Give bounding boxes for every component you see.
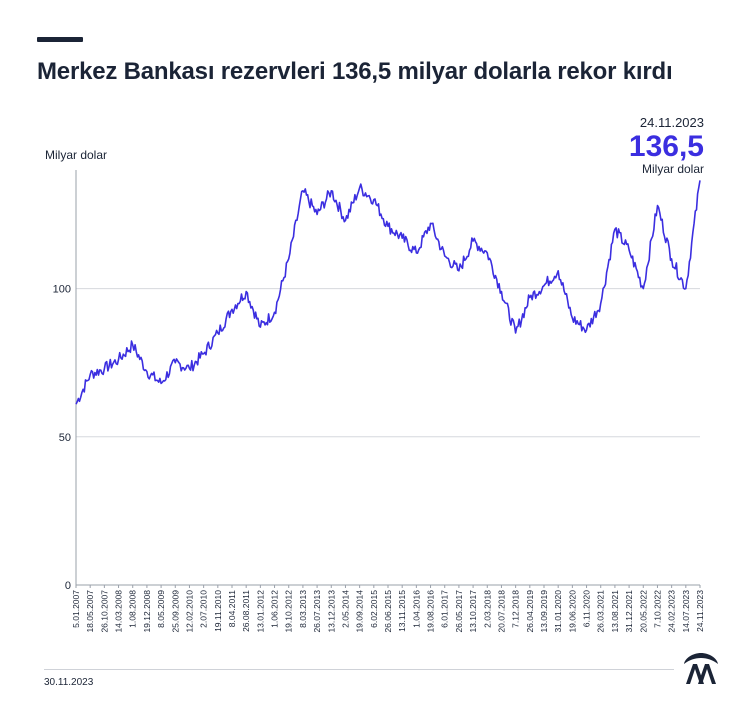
- x-tick-label: 13.11.2015: [397, 590, 407, 632]
- x-tick-label: 13.10.2017: [468, 590, 478, 633]
- publish-date: 30.11.2023: [44, 677, 94, 688]
- x-tick-label: 19.10.2012: [284, 590, 294, 633]
- axis-layer: 0 50 100 5.01.2007 18.05.2007 26.10.2007 14.03…: [53, 170, 705, 633]
- chart-title: Merkez Bankası rezervleri 136,5 milyar d…: [37, 58, 673, 85]
- x-tick-label: 7.10.2022: [652, 590, 662, 628]
- reserves-series-line: [75, 180, 701, 405]
- x-tick-label: 2.05.2014: [340, 590, 350, 628]
- x-tick-label: 6.02.2015: [369, 590, 379, 628]
- footer-divider: [44, 669, 674, 670]
- x-tick-label: 6.11.2020: [582, 590, 592, 627]
- y-axis-label: Milyar dolar: [45, 148, 108, 162]
- x-tick-label: 24.02.2023: [667, 590, 677, 633]
- x-tick-label: 8.04.2011: [227, 590, 237, 627]
- x-tick-label: 13.01.2012: [255, 590, 265, 633]
- callout-value: 136,5: [628, 130, 704, 163]
- x-tick-label: 19.06.2020: [567, 590, 577, 633]
- x-tick-label: 20.07.2018: [496, 590, 506, 633]
- x-tick-label: 7.12.2018: [511, 590, 521, 628]
- x-tick-label: 18.05.2007: [85, 590, 95, 633]
- callout-unit: Milyar dolar: [641, 162, 704, 176]
- x-tick-label: 31.12.2021: [624, 590, 634, 633]
- x-tick-label: 31.01.2020: [553, 590, 563, 633]
- x-tick-label: 26.05.2017: [454, 590, 464, 633]
- grid-layer: [76, 288, 700, 438]
- x-tick-label: 14.07.2023: [681, 590, 691, 633]
- x-tick-label: 26.07.2013: [312, 590, 322, 633]
- x-tick-label: 19.12.2008: [142, 590, 152, 633]
- x-tick-label: 26.03.2021: [596, 590, 606, 633]
- x-tick-label: 1.04.2016: [411, 590, 421, 628]
- series-layer: [75, 180, 701, 405]
- x-tick-label: 13.09.2019: [539, 590, 549, 633]
- x-tick-label: 5.01.2007: [71, 590, 81, 628]
- x-tick-label: 2.07.2010: [199, 590, 209, 628]
- callout-date: 24.11.2023: [639, 115, 704, 130]
- x-tick-label: 19.09.2014: [355, 590, 365, 633]
- x-tick-label: 26.04.2019: [525, 590, 535, 633]
- x-tick-label: 20.05.2022: [638, 590, 648, 633]
- x-tick-label: 14.03.2008: [114, 590, 124, 633]
- x-tick-label: 6.01.2017: [440, 590, 450, 628]
- x-tick-label: 26.08.2011: [241, 590, 251, 632]
- y-tick-label: 100: [53, 284, 71, 296]
- x-tick-label: 25.09.2009: [170, 590, 180, 633]
- y-tick-label: 50: [59, 432, 71, 444]
- aa-logo-icon: [684, 653, 718, 684]
- x-tick-label: 19.08.2016: [426, 590, 436, 633]
- x-tick-label: 8.05.2009: [156, 590, 166, 628]
- x-tick-label: 26.06.2015: [383, 590, 393, 633]
- x-tick-label: 1.06.2012: [270, 590, 280, 628]
- x-tick-label: 19.11.2010: [213, 590, 223, 632]
- x-tick-label: 12.02.2010: [184, 590, 194, 633]
- x-tick-label: 26.10.2007: [99, 590, 109, 633]
- y-tick-label: 0: [65, 580, 71, 592]
- x-tick-label: 8.03.2013: [298, 590, 308, 628]
- x-tick-label: 13.12.2013: [326, 590, 336, 633]
- x-tick-label: 2.03.2018: [482, 590, 492, 628]
- x-tick-label: 13.08.2021: [610, 590, 620, 633]
- x-tick-label: 24.11.2023: [695, 590, 705, 632]
- title-accent-bar: [37, 37, 83, 42]
- latest-value-callout: 24.11.2023 136,5 Milyar dolar: [629, 115, 704, 176]
- x-tick-label: 1.08.2008: [128, 590, 138, 628]
